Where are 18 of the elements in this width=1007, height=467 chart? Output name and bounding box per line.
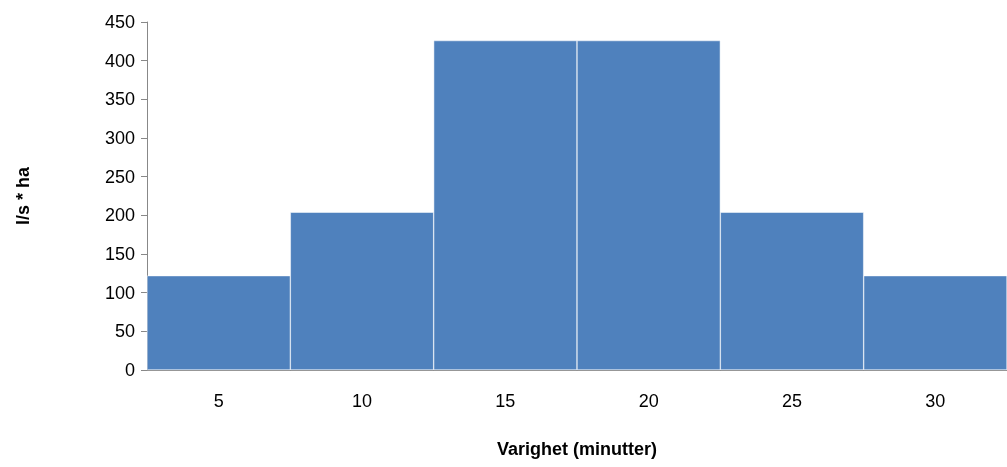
y-tick-label: 450 <box>104 12 135 32</box>
x-tick-label: 25 <box>781 391 803 411</box>
x-tick-label: 5 <box>213 391 224 411</box>
y-tick-label: 300 <box>104 128 135 148</box>
x-tick-label: 15 <box>495 391 516 411</box>
y-tick-label: 400 <box>104 50 135 71</box>
x-tick-label: 20 <box>638 391 659 411</box>
x-tick-label: 10 <box>351 391 373 411</box>
y-tick-label: 150 <box>104 244 135 264</box>
x-axis-title: Varighet (minutter) <box>496 439 658 459</box>
x-tick-label: 30 <box>925 391 946 411</box>
y-tick-label: 100 <box>104 282 135 303</box>
y-tick-label: 250 <box>104 166 135 187</box>
y-tick-label: 350 <box>104 89 135 110</box>
y-tick-label: 0 <box>124 360 135 380</box>
y-tick-label: 200 <box>104 205 135 226</box>
y-axis-title: l/s * ha <box>13 166 33 226</box>
y-tick-label: 50 <box>114 321 135 342</box>
